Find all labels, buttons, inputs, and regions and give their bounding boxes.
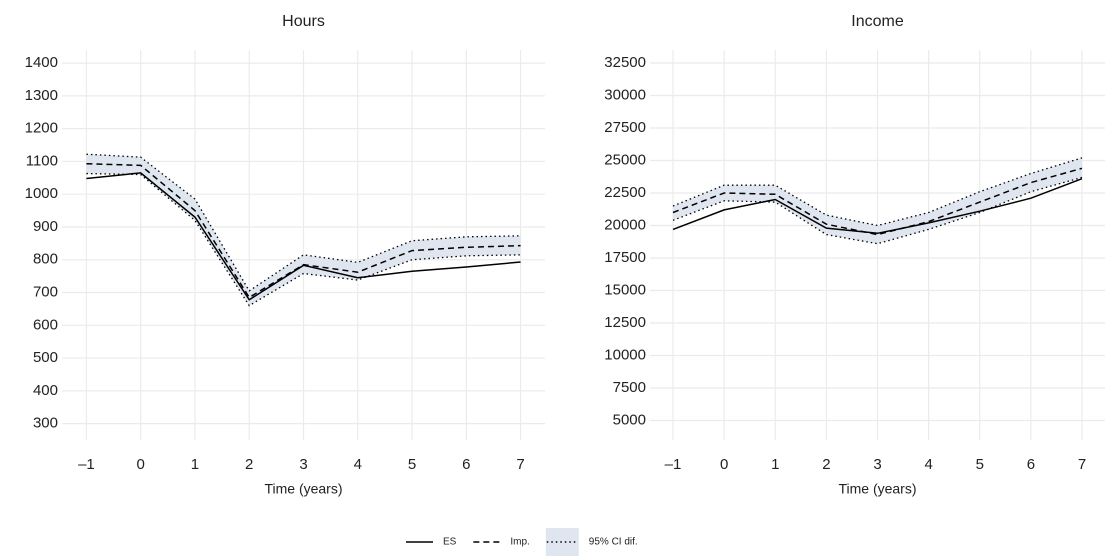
y-tick-label: 300 (33, 415, 58, 432)
y-tick-label: 400 (33, 382, 58, 399)
y-tick-label: 1100 (26, 152, 58, 169)
panel-title: Hours (282, 13, 325, 30)
y-tick-label: 32500 (604, 54, 646, 71)
x-tick-label: 5 (976, 456, 984, 473)
y-tick-label: 10000 (604, 346, 646, 363)
y-tick-label: 500 (33, 349, 58, 366)
y-tick-label: 12500 (604, 314, 646, 331)
ci-line (86, 172, 521, 307)
x-tick-label: 0 (720, 456, 728, 473)
series-line: ES (672, 177, 1083, 235)
x-tick-label: 1 (191, 456, 199, 473)
y-tick-label: 17500 (604, 249, 646, 266)
x-tick-label: –1 (78, 456, 95, 473)
y-tick-label: 1000 (25, 185, 58, 202)
panel-title: Income (851, 13, 904, 30)
legend-label: ES (443, 537, 457, 548)
x-axis-label: Time (years) (838, 481, 916, 497)
x-tick-label: 5 (408, 456, 416, 473)
y-tick-label: 15000 (604, 281, 646, 298)
series-line: Imp. (86, 162, 521, 299)
x-tick-label: 3 (873, 456, 881, 473)
ci-band: 95% CI dif. (673, 157, 1082, 244)
x-tick-label: –1 (665, 456, 682, 473)
x-tick-label: 2 (245, 456, 253, 473)
x-tick-label: 2 (822, 456, 830, 473)
ci-band: 95% CI dif. (86, 154, 521, 306)
y-tick-label: 800 (33, 251, 58, 268)
legend-label: 95% CI dif. (589, 537, 638, 548)
y-tick-label: 1400 (25, 54, 58, 71)
y-tick-label: 27500 (604, 119, 646, 136)
y-tick-label: 30000 (604, 86, 646, 103)
x-tick-label: 6 (462, 456, 470, 473)
y-tick-label: 1200 (25, 120, 58, 137)
x-tick-label: 0 (137, 456, 145, 473)
y-tick-label: 700 (33, 283, 58, 300)
legend-label: Imp. (510, 537, 529, 548)
x-tick-label: 7 (516, 456, 524, 473)
ci-line (672, 157, 1083, 227)
x-tick-label: 1 (771, 456, 779, 473)
y-tick-label: 5000 (613, 411, 646, 428)
y-tick-label: 600 (33, 316, 58, 333)
ci-line (86, 153, 521, 292)
y-tick-label: 22500 (604, 184, 646, 201)
x-tick-label: 4 (924, 456, 932, 473)
series-line: Imp. (672, 167, 1083, 236)
y-tick-label: 7500 (613, 379, 646, 396)
y-tick-label: 1300 (25, 87, 58, 104)
x-tick-label: 3 (299, 456, 307, 473)
x-tick-label: 6 (1027, 456, 1035, 473)
y-tick-label: 20000 (604, 216, 646, 233)
x-axis-label: Time (years) (264, 481, 342, 497)
y-tick-label: 25000 (604, 151, 646, 168)
x-tick-label: 7 (1078, 456, 1086, 473)
y-tick-label: 900 (33, 218, 58, 235)
x-tick-label: 4 (354, 456, 362, 473)
